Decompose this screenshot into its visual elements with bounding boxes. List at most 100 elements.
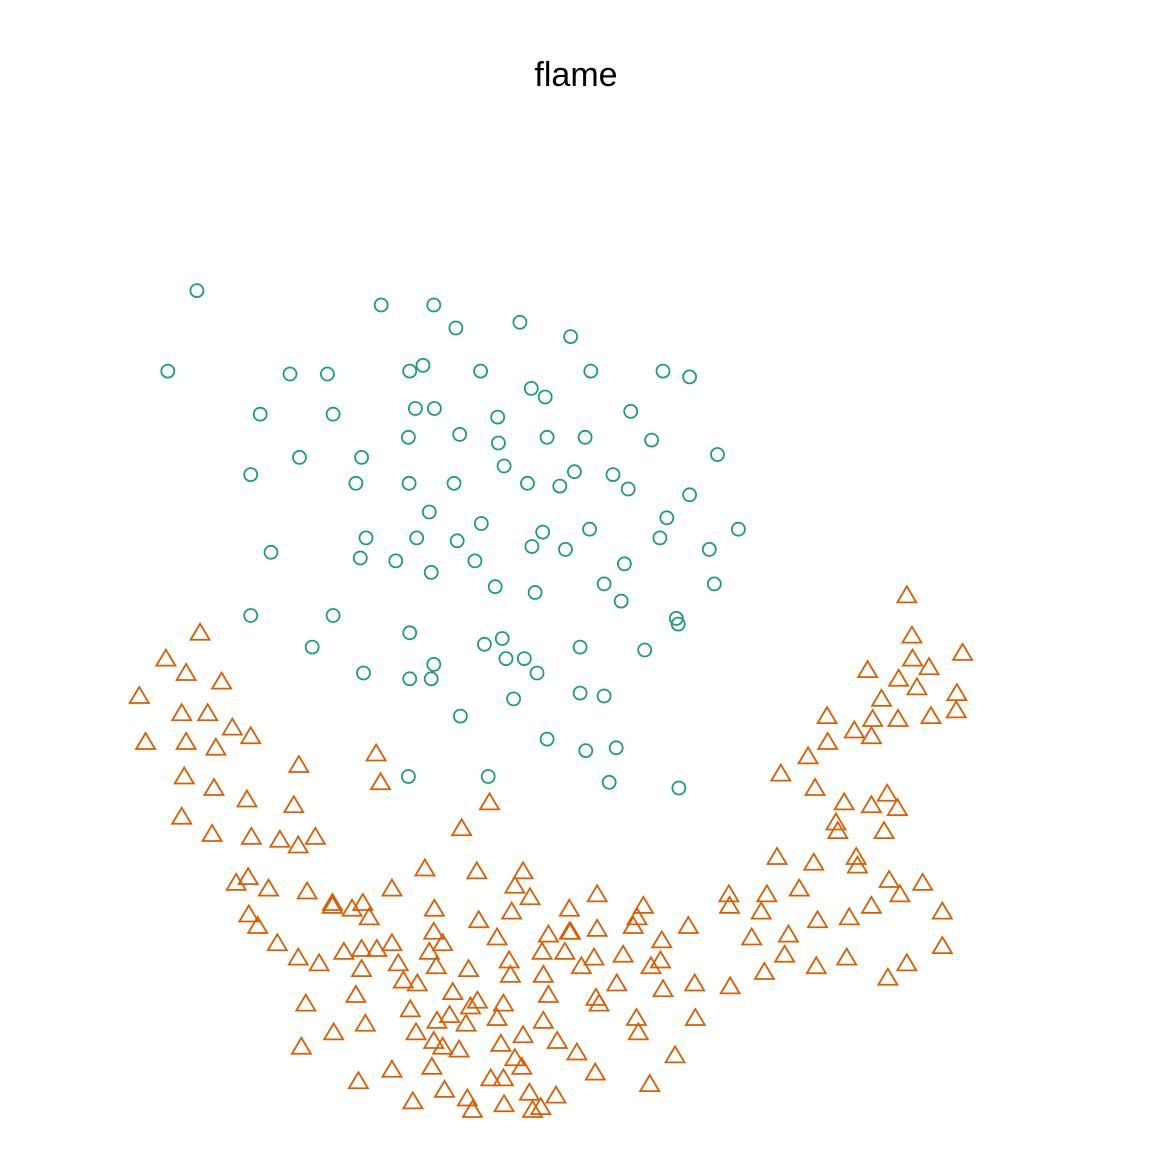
triangle-point bbox=[321, 895, 344, 914]
triangle-point bbox=[803, 777, 827, 796]
triangle-point bbox=[521, 1099, 544, 1118]
circle-point bbox=[356, 665, 371, 681]
circle-point bbox=[400, 429, 416, 445]
circle-point bbox=[523, 380, 539, 396]
triangle-point bbox=[878, 869, 901, 888]
triangle-point bbox=[467, 909, 490, 929]
circle-point bbox=[402, 363, 418, 379]
circle-point bbox=[620, 481, 636, 497]
circle-point bbox=[701, 542, 717, 557]
triangle-point bbox=[833, 791, 856, 811]
triangle-point bbox=[294, 992, 317, 1012]
triangle-point bbox=[486, 926, 509, 946]
triangle-point bbox=[532, 964, 555, 983]
circle-point bbox=[401, 475, 417, 491]
circle-point bbox=[160, 363, 176, 379]
series-circle bbox=[160, 283, 746, 796]
triangle-point bbox=[625, 906, 649, 926]
triangle-point bbox=[683, 972, 706, 992]
circle-point bbox=[452, 426, 468, 442]
triangle-point bbox=[876, 966, 899, 986]
triangle-point bbox=[404, 1021, 428, 1041]
triangle-point bbox=[511, 860, 535, 880]
triangle-point bbox=[196, 702, 219, 722]
circle-point bbox=[527, 585, 543, 600]
circle-point bbox=[583, 363, 599, 379]
triangle-point bbox=[719, 975, 742, 995]
triangle-point bbox=[365, 742, 388, 762]
circle-point bbox=[655, 363, 671, 379]
triangle-point bbox=[886, 708, 910, 727]
circle-point bbox=[567, 464, 582, 480]
triangle-point bbox=[558, 897, 581, 917]
triangle-point bbox=[895, 952, 918, 972]
circle-point bbox=[524, 539, 540, 554]
triangle-point bbox=[649, 949, 672, 969]
triangle-point bbox=[466, 989, 489, 1009]
triangle-point bbox=[931, 935, 954, 955]
triangle-point bbox=[433, 1079, 456, 1098]
triangle-point bbox=[586, 918, 609, 937]
triangle-point bbox=[765, 846, 789, 865]
triangle-point bbox=[887, 667, 910, 687]
triangle-point bbox=[565, 1041, 588, 1061]
circle-point bbox=[421, 504, 437, 520]
circle-point bbox=[529, 665, 545, 681]
triangle-point bbox=[860, 725, 883, 745]
series-layer bbox=[128, 283, 974, 1118]
triangle-point bbox=[777, 923, 800, 943]
triangle-point bbox=[304, 826, 327, 845]
triangle-point bbox=[438, 1004, 461, 1024]
circle-point bbox=[682, 487, 697, 503]
triangle-point bbox=[638, 1073, 661, 1093]
triangle-point bbox=[296, 880, 319, 900]
circle-point bbox=[682, 369, 697, 385]
circle-point bbox=[490, 435, 506, 451]
circle-point bbox=[596, 576, 612, 592]
circle-point bbox=[572, 639, 588, 655]
circle-point bbox=[402, 625, 418, 641]
circle-point bbox=[407, 401, 423, 416]
triangle-point bbox=[650, 929, 673, 949]
triangle-point bbox=[351, 892, 374, 911]
triangle-point bbox=[380, 877, 404, 897]
circle-point bbox=[706, 576, 722, 592]
triangle-point bbox=[237, 866, 260, 886]
circle-point bbox=[354, 449, 370, 465]
triangle-point bbox=[257, 877, 280, 897]
circle-point bbox=[426, 297, 442, 313]
circle-point bbox=[613, 593, 629, 609]
triangle-point bbox=[492, 1093, 516, 1113]
circle-point bbox=[494, 631, 510, 646]
triangle-point bbox=[380, 932, 404, 952]
triangle-point bbox=[239, 725, 262, 745]
circle-point bbox=[402, 671, 418, 687]
triangle-point bbox=[612, 943, 635, 963]
circle-point bbox=[637, 642, 653, 658]
circle-point bbox=[282, 366, 298, 382]
triangle-point bbox=[511, 1024, 535, 1044]
circle-point bbox=[473, 516, 489, 531]
triangle-point bbox=[287, 754, 310, 773]
triangle-point bbox=[503, 1047, 526, 1067]
circle-point bbox=[304, 639, 320, 655]
triangle-point bbox=[529, 1096, 552, 1116]
triangle-point bbox=[188, 621, 212, 641]
triangle-point bbox=[835, 946, 858, 966]
triangle-point bbox=[170, 702, 193, 722]
circle-point bbox=[601, 774, 617, 790]
triangle-point bbox=[945, 699, 968, 719]
circle-point bbox=[423, 565, 439, 580]
triangle-point bbox=[399, 998, 422, 1018]
triangle-point bbox=[806, 909, 829, 929]
triangle-point bbox=[805, 955, 828, 975]
triangle-point bbox=[639, 955, 663, 975]
triangle-point bbox=[750, 900, 773, 920]
triangle-point bbox=[413, 857, 436, 877]
circle-point bbox=[415, 357, 431, 373]
triangle-point bbox=[365, 938, 388, 957]
triangle-point bbox=[202, 777, 226, 796]
triangle-point bbox=[406, 972, 429, 992]
triangle-point bbox=[425, 1010, 449, 1029]
